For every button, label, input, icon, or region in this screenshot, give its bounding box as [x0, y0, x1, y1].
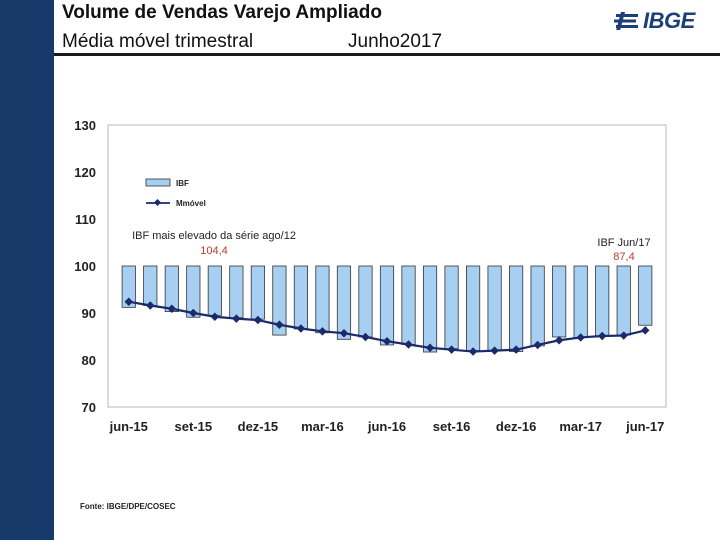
- legend-ibf-label: IBF: [176, 179, 189, 188]
- plot-area: [107, 124, 667, 408]
- x-tick-label: set-16: [433, 419, 471, 434]
- mmovel-point: [490, 346, 499, 355]
- ibf-bar: [250, 265, 265, 320]
- ibf-bar: [379, 265, 395, 346]
- x-tick-label: dez-16: [496, 419, 536, 434]
- header-divider: [54, 53, 720, 56]
- y-tick-label: 130: [74, 118, 96, 133]
- x-tick-label: jun-17: [625, 419, 664, 434]
- y-tick-label: 70: [82, 400, 96, 415]
- legend-ibf-swatch: [145, 178, 171, 187]
- ibf-bar: [358, 265, 373, 338]
- ibf-bar: [638, 265, 653, 326]
- annotation-max: IBF mais elevado da série ago/12 104,4: [132, 230, 296, 257]
- mmovel-point: [232, 314, 241, 323]
- y-tick-label: 120: [74, 165, 96, 180]
- ibf-bar: [509, 265, 524, 352]
- ibf-bar: [336, 265, 352, 340]
- mmovel-point: [511, 345, 521, 354]
- ibf-bar: [422, 265, 438, 353]
- page-subtitle: Média móvel trimestral: [62, 31, 254, 52]
- mmovel-point: [318, 327, 327, 336]
- x-tick-label: mar-17: [559, 419, 602, 434]
- mmovel-point: [210, 312, 220, 322]
- ibge-emblem-icon: [614, 12, 638, 30]
- legend-mmovel-label: Mmóvel: [176, 199, 206, 208]
- x-axis: jun-15 set-15 dez-15 mar-16 jun-16 set-16 dez-…: [109, 419, 665, 434]
- x-tick-label: jun-16: [367, 419, 406, 434]
- ibf-bar: [315, 265, 330, 334]
- mmovel-point: [167, 304, 177, 314]
- legend: IBF Mmóvel: [145, 178, 206, 208]
- ibf-bar: [272, 265, 287, 336]
- x-tick-label: mar-16: [301, 419, 344, 434]
- mmovel-point: [296, 324, 306, 333]
- mmovel-point: [124, 297, 134, 306]
- ibf-bar: [444, 265, 459, 350]
- y-tick-label: 110: [75, 212, 96, 227]
- mmovel-point: [253, 315, 263, 325]
- ibf-bar: [616, 265, 631, 336]
- mmovel-point: [425, 343, 435, 353]
- annotation-max-value: 104,4: [200, 245, 228, 257]
- page-title: Volume de Vendas Varejo Ampliado: [62, 2, 382, 23]
- y-axis: 130 120 110 100 90 80 70: [74, 118, 96, 415]
- mmovel-point: [275, 320, 284, 329]
- logo-text: IBGE: [643, 8, 695, 33]
- mmovel-point: [597, 331, 607, 341]
- ibf-bar: [530, 265, 545, 347]
- x-tick-label: set-15: [175, 419, 213, 434]
- annotation-current: IBF Jun/17 87,4: [597, 237, 650, 263]
- sidebar-band: [0, 0, 54, 540]
- y-tick-label: 80: [82, 353, 96, 368]
- ibf-bar: [573, 265, 588, 338]
- moving-average-line: [124, 297, 650, 356]
- ibf-bar: [121, 265, 136, 308]
- mmovel-point: [447, 345, 456, 354]
- annotation-current-label: IBF Jun/17: [597, 237, 650, 249]
- mmovel-point: [339, 328, 349, 338]
- x-tick-label: jun-15: [109, 419, 148, 434]
- annotation-max-label: IBF mais elevado da série ago/12: [132, 230, 296, 242]
- ibf-bar: [229, 265, 244, 319]
- y-tick-label: 100: [74, 259, 96, 274]
- mmovel-point: [361, 332, 370, 342]
- ibf-bar: [487, 265, 502, 352]
- ibf-bar: [293, 265, 308, 330]
- mmovel-point: [554, 336, 564, 345]
- ibf-bar: [207, 265, 222, 316]
- mmovel-point: [382, 336, 392, 346]
- source-note: Fonte: IBGE/DPE/COSEC: [80, 502, 176, 511]
- annotation-current-value: 87,4: [613, 251, 634, 263]
- y-tick-label: 90: [82, 306, 96, 321]
- ibf-bar: [466, 265, 481, 351]
- ibf-bar: [143, 265, 158, 306]
- mmovel-point: [404, 340, 413, 349]
- mmovel-point: [619, 331, 628, 340]
- sales-chart: 130 120 110 100 90 80 70 jun-15 set-15 dez-15 mar…: [74, 118, 667, 434]
- ibge-logo: IBGE: [614, 8, 695, 34]
- mmovel-point: [576, 333, 585, 342]
- mmovel-point: [146, 301, 155, 310]
- ibf-bar: [552, 265, 567, 338]
- legend-mmovel-marker: [153, 198, 162, 207]
- mmovel-point: [189, 308, 198, 318]
- x-tick-label: dez-15: [238, 419, 278, 434]
- page-date: Junho2017: [348, 31, 443, 52]
- mmovel-point: [468, 347, 478, 356]
- ibf-bar: [595, 265, 610, 337]
- ibf-bar: [401, 265, 416, 345]
